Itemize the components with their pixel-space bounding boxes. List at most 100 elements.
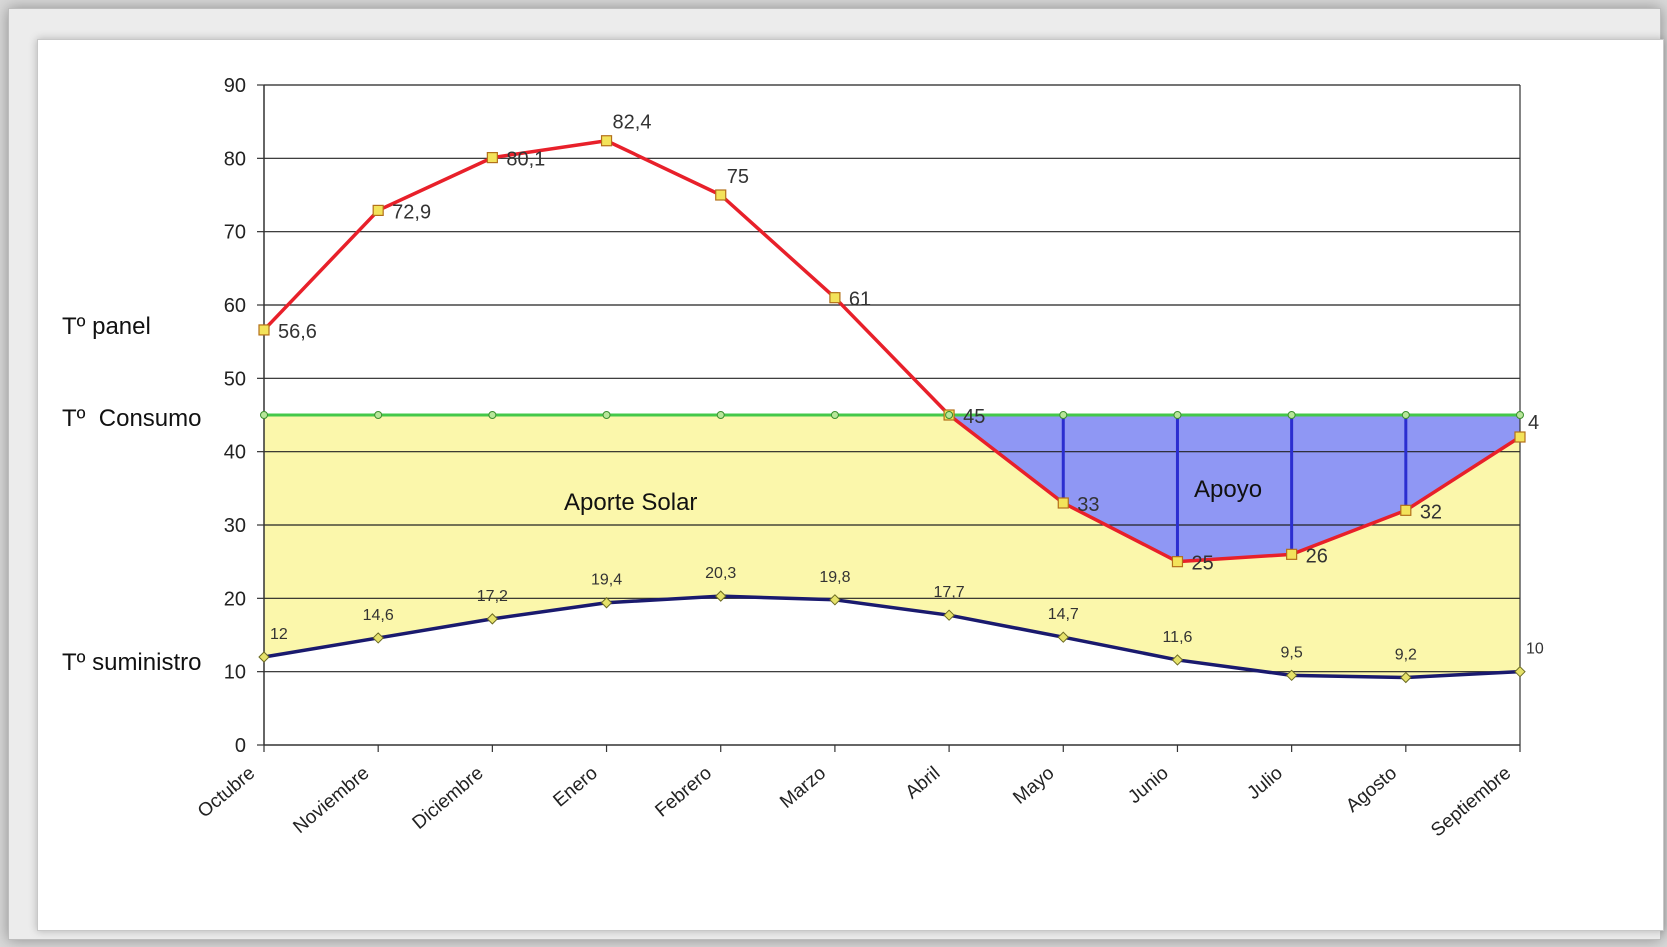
consumo-marker [488,411,497,419]
suministro-data-label: 14,6 [363,607,394,624]
panel-data-label: 4 [1528,412,1539,434]
consumo-marker [1401,411,1410,419]
suministro-data-label: 9,2 [1395,647,1417,664]
y-tick-labels: 0 10 20 30 40 50 60 70 80 90 [224,75,246,757]
panel-marker [1286,548,1298,560]
suministro-data-label: 17,7 [934,584,965,601]
suministro-data-label: 17,2 [477,588,508,605]
panel-marker [258,324,270,336]
panel-marker [829,292,841,304]
consumo-marker [1173,411,1182,419]
consumo-marker [1516,411,1524,419]
temperature-chart: 0 10 20 30 40 50 60 70 80 90 Octubre Noviembre Dici… [62,75,1544,842]
panel-marker [1400,504,1412,516]
x-tick-label: Mayo [1009,763,1058,809]
suministro-data-label: 20,3 [705,565,736,582]
x-tick-label: Abril [902,763,945,804]
x-tick-label: Septiembre [1427,763,1515,842]
suministro-data-label: 10 [1526,641,1544,658]
panel-series-label: Tº panel [62,313,151,340]
y-tick-label: 80 [224,148,246,170]
panel-data-label: 56,6 [278,321,317,343]
x-tick-label: Febrero [651,763,715,822]
x-tick-label: Marzo [776,763,830,813]
suministro-marker [1514,665,1526,678]
panel-data-label: 25 [1191,553,1213,575]
y-tick-label: 70 [224,222,246,244]
panel-marker [715,189,727,201]
consumo-marker [1287,411,1296,419]
suministro-marker [486,613,499,625]
panel-data-label: 26 [1306,545,1328,567]
panel-data-label: 45 [963,406,985,428]
x-tick-label: Julio [1243,763,1286,804]
chart-markers [258,135,1526,684]
chart-annotations: Tº panel Tº Consumo Tº suministro Aporte… [62,313,1262,676]
consumo-marker [716,411,725,419]
suministro-marker [1057,631,1069,643]
y-tick-label: 0 [235,735,246,757]
suministro-marker [943,609,955,621]
chart-panel: 0 10 20 30 40 50 60 70 80 90 Octubre Noviembre Dici… [37,39,1664,931]
panel-marker [372,204,384,216]
consumo-marker [374,411,383,419]
suministro-data-label: 12 [270,626,288,643]
suministro-marker [829,594,841,606]
consumo-marker [945,411,954,419]
panel-data-label: 80,1 [506,149,545,171]
x-tick-labels: Octubre Noviembre Diciembre Enero Febrero Mar… [194,763,1515,842]
y-tick-label: 20 [224,588,246,610]
suministro-marker [258,651,270,663]
panel-data-label: 75 [727,166,749,188]
x-tick-label: Diciembre [409,763,488,834]
consumo-marker [602,411,611,419]
panel-marker [600,135,613,147]
aporte-solar-label: Aporte Solar [564,489,697,516]
consumo-series-label: Tº Consumo [62,405,201,432]
y-tick-label: 90 [224,75,246,97]
aporte-solar-area [264,415,1520,678]
suministro-marker [1400,671,1412,684]
y-tick-label: 10 [224,662,246,684]
panel-marker [1171,556,1184,568]
panel-marker [1514,431,1526,443]
y-tick-label: 50 [224,368,246,390]
suministro-data-label: 14,7 [1048,606,1079,623]
chart-fills [264,415,1520,678]
apoyo-label: Apoyo [1194,476,1262,503]
suministro-data-label: 9,5 [1281,644,1303,661]
suministro-data-label: 19,4 [591,572,622,589]
chart-grid [264,84,1520,673]
suministro-marker [715,590,727,602]
x-tick-label: Enero [549,763,601,812]
suministro-data-label: 19,8 [819,569,850,586]
panel-data-label: 72,9 [392,201,431,223]
y-tick-label: 60 [224,295,246,317]
suministro-marker [1171,654,1184,666]
outer-frame: 0 10 20 30 40 50 60 70 80 90 Octubre Noviembre Dici… [8,8,1664,940]
panel-data-label: 82,4 [613,112,652,134]
x-tick-label: Junio [1124,763,1172,808]
consumo-marker [830,411,839,419]
consumo-marker [1059,411,1068,419]
series-line-suministro [263,594,1521,680]
suministro-marker [1285,669,1298,682]
y-tick-label: 30 [224,515,246,537]
panel-marker [486,151,498,164]
suministro-marker [600,597,613,609]
panel-data-label: 32 [1420,501,1442,523]
x-tick-label: Noviembre [290,763,374,838]
x-tick-label: Octubre [194,763,259,823]
y-tick-label: 40 [224,442,246,464]
suministro-marker [372,632,384,644]
suministro-series-label: Tº suministro [62,649,201,676]
suministro-data-label: 11,6 [1162,629,1192,646]
panel-data-label: 61 [849,289,871,311]
series-line-panel [262,138,1521,564]
chart-series [262,138,1521,680]
consumo-marker [260,411,268,419]
chart-data-labels: 56,6 72,9 80,1 82,4 75 61 45 33 25 26 32 4 12 14,6 17,… [270,112,1544,664]
x-tick-label: Agosto [1342,763,1401,817]
panel-marker [1057,497,1069,509]
apoyo-drop-lines [1061,415,1408,562]
